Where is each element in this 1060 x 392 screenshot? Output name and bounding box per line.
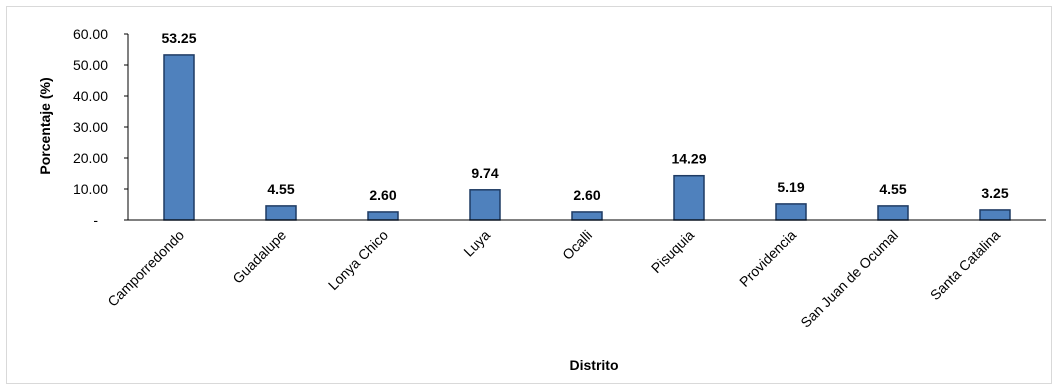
x-category-label: San Juan de Ocumal	[797, 227, 901, 331]
bar-value-label: 9.74	[471, 165, 498, 181]
bar	[979, 209, 1011, 221]
bar-value-label: 4.55	[267, 181, 294, 197]
bar	[469, 189, 501, 221]
x-category-label: Providencia	[736, 227, 799, 290]
bar	[775, 203, 807, 221]
y-tick-label: 30.00	[73, 119, 108, 135]
x-category-label: Ocalli	[559, 227, 595, 263]
y-axis-ticks: - 10.00 20.00 30.00 40.00 50.00 60.00	[73, 26, 128, 228]
x-axis-title: Distrito	[570, 357, 619, 373]
y-tick-label: -	[93, 212, 98, 228]
bar	[571, 211, 603, 221]
bar	[877, 205, 909, 221]
bar-value-label: 3.25	[981, 185, 1008, 201]
bar-value-label: 2.60	[573, 187, 600, 203]
data-labels: 53.25 4.55 2.60 9.74 2.60 14.29 5.19 4.55 3.25	[161, 30, 1008, 203]
y-tick-label: 20.00	[73, 150, 108, 166]
x-category-label: Guadalupe	[229, 227, 289, 287]
bars	[163, 54, 1011, 221]
y-axis-title: Porcentaje (%)	[37, 77, 53, 174]
bar-value-label: 2.60	[369, 187, 396, 203]
bar-value-label: 4.55	[879, 181, 906, 197]
bar-value-label: 53.25	[161, 30, 196, 46]
bar	[673, 174, 705, 221]
x-category-label: Santa Catalina	[927, 227, 1003, 303]
y-tick-label: 50.00	[73, 57, 108, 73]
x-category-label: Pisuquia	[648, 227, 697, 276]
x-category-label: Luya	[460, 227, 493, 260]
y-tick-label: 10.00	[73, 181, 108, 197]
bar-value-label: 5.19	[777, 179, 804, 195]
bar	[367, 211, 399, 221]
x-category-label: Lonya Chico	[325, 227, 391, 293]
y-tick-label: 60.00	[73, 26, 108, 42]
category-labels: Camporredondo Guadalupe Lonya Chico Luya Oca…	[104, 227, 1003, 331]
bar-value-label: 14.29	[671, 151, 706, 167]
y-tick-label: 40.00	[73, 88, 108, 104]
bar	[265, 205, 297, 221]
bar	[163, 54, 195, 221]
x-category-label: Camporredondo	[104, 227, 187, 310]
